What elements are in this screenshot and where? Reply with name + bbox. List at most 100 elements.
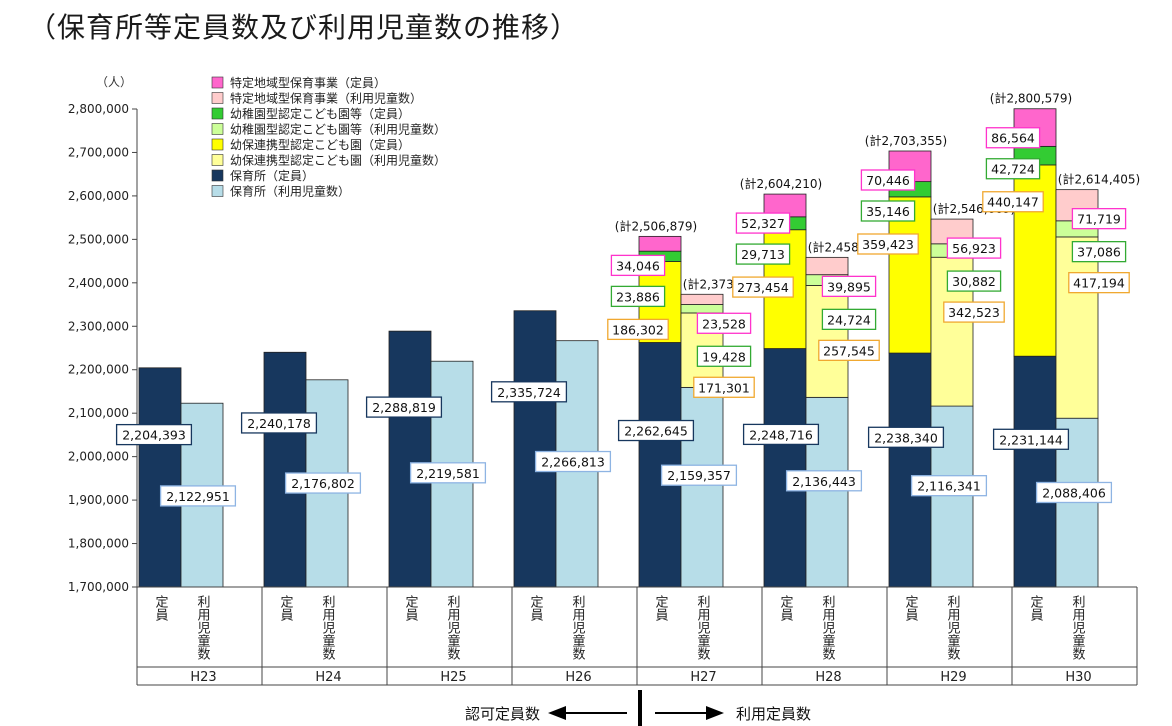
data-label-box <box>159 485 237 507</box>
legend-swatch <box>211 154 224 166</box>
total-label: (計2,506,879) <box>615 218 697 233</box>
x-year-label: H23 <box>190 670 216 685</box>
data-label-box <box>985 158 1041 180</box>
legend-swatch <box>211 76 224 89</box>
y-tick-label: 2,300,000 <box>68 319 129 333</box>
data-label: 257,545 <box>823 343 875 358</box>
data-label: 19,428 <box>702 349 746 364</box>
data-label: 34,046 <box>616 258 660 273</box>
y-unit-label: （人） <box>96 75 132 89</box>
y-tick-label: 2,400,000 <box>68 276 129 290</box>
x-kind-label: 利用児童数 <box>695 595 711 660</box>
bar-segment <box>680 304 724 314</box>
total-label: (計2,614,405) <box>1058 172 1140 187</box>
data-label: 42,724 <box>991 162 1035 177</box>
data-label: 29,713 <box>741 247 785 262</box>
data-label: 2,176,802 <box>291 476 355 491</box>
legend-label: 特定地域型保育事業（利用児童数） <box>230 91 422 106</box>
data-label-box <box>610 285 666 308</box>
y-tick-label: 2,600,000 <box>68 189 129 203</box>
data-label-box <box>1071 240 1127 263</box>
data-label: 2,219,581 <box>416 466 480 481</box>
x-year-label: H24 <box>315 670 341 685</box>
legend-label: 幼保連携型認定こども園（利用児童数） <box>230 153 446 168</box>
legend-swatch <box>211 138 224 151</box>
data-label: 2,262,645 <box>624 424 688 439</box>
footer-left-arrowhead <box>548 706 566 720</box>
data-label: 2,248,716 <box>749 427 813 442</box>
data-label-box <box>735 212 791 234</box>
data-label-box <box>607 318 669 341</box>
data-labels: 2,204,393 2,122,951 2,240,178 2,176,802 2,28… <box>115 91 1140 507</box>
data-label-box <box>867 426 945 448</box>
data-label: 30,882 <box>952 274 996 289</box>
data-label-box <box>821 275 877 298</box>
bar-segment <box>388 330 432 588</box>
legend-swatch <box>211 107 224 120</box>
data-label-box <box>732 276 794 298</box>
x-year-label: H26 <box>565 670 591 685</box>
legend-label: 保育所（利用児童数） <box>230 184 350 199</box>
x-year-label: H29 <box>940 670 966 685</box>
x-year-label: H25 <box>440 670 466 685</box>
x-kind-label: 定員 <box>403 595 419 621</box>
legend-label: 保育所（定員） <box>230 168 314 183</box>
legend: 特定地域型保育事業（定員）特定地域型保育事業（利用児童数）幼稚園型認定こども園等… <box>211 75 446 199</box>
data-label-box <box>1035 481 1113 504</box>
data-label: 440,147 <box>987 195 1039 210</box>
y-tick-label: 2,000,000 <box>68 450 129 464</box>
data-label-box <box>860 169 916 191</box>
footer-right-arrowhead <box>706 706 724 720</box>
data-label-box <box>409 462 487 484</box>
bar-segment <box>680 386 724 588</box>
data-label: 273,454 <box>737 280 789 295</box>
y-tick-label: 1,900,000 <box>68 493 129 507</box>
data-label-box <box>860 200 916 222</box>
x-kind-label: 定員 <box>528 595 544 621</box>
data-label: 37,086 <box>1077 245 1121 260</box>
data-label: 2,335,724 <box>497 385 561 400</box>
y-tick-label: 2,800,000 <box>68 102 129 116</box>
data-label: 2,204,393 <box>122 428 186 443</box>
x-kind-label: 定員 <box>778 595 794 621</box>
legend-swatch <box>211 123 224 135</box>
x-kind-label: 定員 <box>153 595 169 621</box>
x-kind-label: 利用児童数 <box>945 595 961 660</box>
y-tick-label: 1,700,000 <box>68 580 129 594</box>
legend-label: 幼稚園型認定こども園等（定員） <box>230 106 410 121</box>
x-year-label: H30 <box>1065 670 1091 685</box>
legend-label: 特定地域型保育事業（定員） <box>230 75 386 90</box>
data-label-box <box>992 428 1070 450</box>
data-label-box <box>857 233 919 255</box>
data-label: 23,886 <box>616 289 660 304</box>
data-label-box <box>985 127 1041 149</box>
x-kind-label: 利用児童数 <box>570 595 586 660</box>
bar-segment <box>680 293 724 305</box>
data-label-box <box>693 376 755 398</box>
data-label-box <box>818 339 880 362</box>
data-label: 2,159,357 <box>667 468 731 483</box>
legend-label: 幼稚園型認定こども園等（利用児童数） <box>230 122 446 137</box>
data-label: 52,327 <box>741 216 785 231</box>
y-tick-label: 2,500,000 <box>68 232 129 246</box>
data-label: 2,266,813 <box>541 455 605 470</box>
data-label: 2,288,819 <box>372 400 436 415</box>
legend-swatch <box>211 92 224 104</box>
data-label-box <box>115 423 193 446</box>
total-label: (計2,800,579) <box>990 91 1072 106</box>
data-label: 2,240,178 <box>247 416 311 431</box>
y-tick-label: 1,800,000 <box>68 537 129 551</box>
data-label: 171,301 <box>698 380 750 395</box>
data-label-box <box>617 419 695 442</box>
data-label: 2,088,406 <box>1042 485 1106 500</box>
data-label: 71,719 <box>1077 212 1121 227</box>
data-label-box <box>742 423 820 446</box>
x-kind-label: 定員 <box>903 595 919 621</box>
x-axis: H23 定員 利用児童数 H24 定員 利用児童数 H25 定員 利用児童数 H26 定員 利用児童数… <box>136 586 1138 686</box>
data-label-box <box>696 345 752 367</box>
total-label: (計2,604,210) <box>740 176 822 191</box>
x-year-label: H27 <box>690 670 716 685</box>
data-label-box <box>284 472 362 494</box>
y-tick-label: 2,100,000 <box>68 406 129 420</box>
